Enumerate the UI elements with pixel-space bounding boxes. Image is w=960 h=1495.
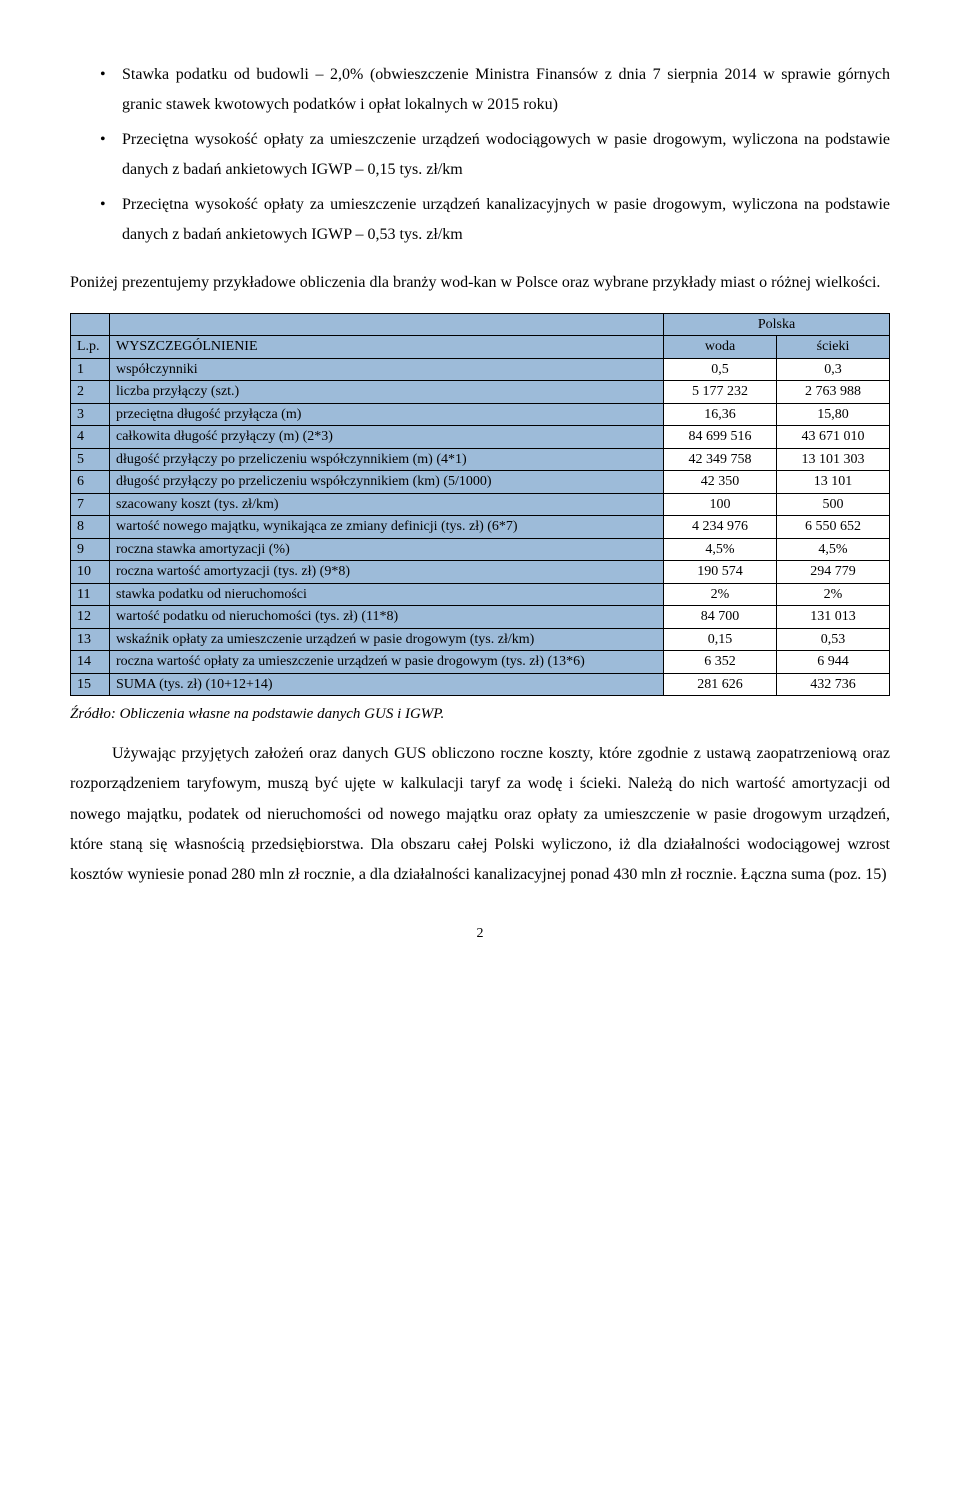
row-desc: roczna stawka amortyzacji (%): [110, 538, 664, 561]
row-desc: liczba przyłączy (szt.): [110, 381, 664, 404]
row-woda: 2%: [664, 583, 777, 606]
row-scieki: 0,53: [777, 628, 890, 651]
table-row: 12wartość podatku od nieruchomości (tys.…: [71, 606, 890, 629]
row-lp: 7: [71, 493, 110, 516]
row-lp: 5: [71, 448, 110, 471]
col-header: WYSZCZEGÓLNIENIE: [110, 336, 664, 359]
row-scieki: 15,80: [777, 403, 890, 426]
row-scieki: 131 013: [777, 606, 890, 629]
row-lp: 12: [71, 606, 110, 629]
row-lp: 13: [71, 628, 110, 651]
table-row: 11stawka podatku od nieruchomości2%2%: [71, 583, 890, 606]
row-woda: 4 234 976: [664, 516, 777, 539]
row-lp: 14: [71, 651, 110, 674]
row-desc: wartość nowego majątku, wynikająca ze zm…: [110, 516, 664, 539]
row-scieki: 2 763 988: [777, 381, 890, 404]
row-scieki: 0,3: [777, 358, 890, 381]
intro-paragraph: Poniżej prezentujemy przykładowe oblicze…: [70, 268, 890, 298]
calculations-table: Polska L.p. WYSZCZEGÓLNIENIE woda ścieki…: [70, 313, 890, 697]
row-desc: wartość podatku od nieruchomości (tys. z…: [110, 606, 664, 629]
row-woda: 0,5: [664, 358, 777, 381]
row-woda: 0,15: [664, 628, 777, 651]
row-desc: długość przyłączy po przeliczeniu współc…: [110, 471, 664, 494]
row-lp: 15: [71, 673, 110, 696]
table-row: 4całkowita długość przyłączy (m) (2*3)84…: [71, 426, 890, 449]
row-woda: 6 352: [664, 651, 777, 674]
table-row: 15SUMA (tys. zł) (10+12+14)281 626432 73…: [71, 673, 890, 696]
table-row: 13wskaźnik opłaty za umieszczenie urządz…: [71, 628, 890, 651]
table-row: 1współczynniki0,50,3: [71, 358, 890, 381]
bullet-item: Przeciętna wysokość opłaty za umieszczen…: [100, 125, 890, 186]
source-note: Źródło: Obliczenia własne na podstawie d…: [70, 700, 890, 729]
row-scieki: 13 101: [777, 471, 890, 494]
row-woda: 42 349 758: [664, 448, 777, 471]
region-header: Polska: [664, 313, 890, 336]
table-corner: [71, 313, 110, 336]
table-row: 6długość przyłączy po przeliczeniu współ…: [71, 471, 890, 494]
row-scieki: 13 101 303: [777, 448, 890, 471]
row-scieki: 432 736: [777, 673, 890, 696]
row-woda: 16,36: [664, 403, 777, 426]
bullet-item: Stawka podatku od budowli – 2,0% (obwies…: [100, 60, 890, 121]
row-lp: 11: [71, 583, 110, 606]
row-woda: 4,5%: [664, 538, 777, 561]
row-desc: stawka podatku od nieruchomości: [110, 583, 664, 606]
row-lp: 4: [71, 426, 110, 449]
row-woda: 84 700: [664, 606, 777, 629]
row-lp: 6: [71, 471, 110, 494]
row-desc: roczna wartość amortyzacji (tys. zł) (9*…: [110, 561, 664, 584]
row-scieki: 294 779: [777, 561, 890, 584]
row-scieki: 6 944: [777, 651, 890, 674]
row-desc: współczynniki: [110, 358, 664, 381]
table-row: 3przeciętna długość przyłącza (m)16,3615…: [71, 403, 890, 426]
row-lp: 3: [71, 403, 110, 426]
woda-header: woda: [664, 336, 777, 359]
row-scieki: 2%: [777, 583, 890, 606]
bullet-list: Stawka podatku od budowli – 2,0% (obwies…: [70, 60, 890, 250]
lp-header: L.p.: [71, 336, 110, 359]
table-row: 10roczna wartość amortyzacji (tys. zł) (…: [71, 561, 890, 584]
row-desc: długość przyłączy po przeliczeniu współc…: [110, 448, 664, 471]
row-woda: 281 626: [664, 673, 777, 696]
row-lp: 9: [71, 538, 110, 561]
row-lp: 2: [71, 381, 110, 404]
table-row: 2liczba przyłączy (szt.)5 177 2322 763 9…: [71, 381, 890, 404]
table-row: 14roczna wartość opłaty za umieszczenie …: [71, 651, 890, 674]
table-row: 8wartość nowego majątku, wynikająca ze z…: [71, 516, 890, 539]
page-number: 2: [70, 921, 890, 948]
row-lp: 10: [71, 561, 110, 584]
row-desc: wskaźnik opłaty za umieszczenie urządzeń…: [110, 628, 664, 651]
row-scieki: 6 550 652: [777, 516, 890, 539]
row-scieki: 4,5%: [777, 538, 890, 561]
table-row: 7szacowany koszt (tys. zł/km)100500: [71, 493, 890, 516]
row-woda: 84 699 516: [664, 426, 777, 449]
table-corner2: [110, 313, 664, 336]
bullet-item: Przeciętna wysokość opłaty za umieszczen…: [100, 190, 890, 251]
scieki-header: ścieki: [777, 336, 890, 359]
row-woda: 42 350: [664, 471, 777, 494]
row-desc: szacowany koszt (tys. zł/km): [110, 493, 664, 516]
table-row: 5długość przyłączy po przeliczeniu współ…: [71, 448, 890, 471]
row-scieki: 500: [777, 493, 890, 516]
row-desc: roczna wartość opłaty za umieszczenie ur…: [110, 651, 664, 674]
row-desc: przeciętna długość przyłącza (m): [110, 403, 664, 426]
row-desc: całkowita długość przyłączy (m) (2*3): [110, 426, 664, 449]
row-desc: SUMA (tys. zł) (10+12+14): [110, 673, 664, 696]
row-scieki: 43 671 010: [777, 426, 890, 449]
table-row: 9roczna stawka amortyzacji (%)4,5%4,5%: [71, 538, 890, 561]
row-lp: 1: [71, 358, 110, 381]
row-woda: 5 177 232: [664, 381, 777, 404]
row-woda: 100: [664, 493, 777, 516]
row-lp: 8: [71, 516, 110, 539]
row-woda: 190 574: [664, 561, 777, 584]
closing-paragraph: Używając przyjętych założeń oraz danych …: [70, 739, 890, 891]
